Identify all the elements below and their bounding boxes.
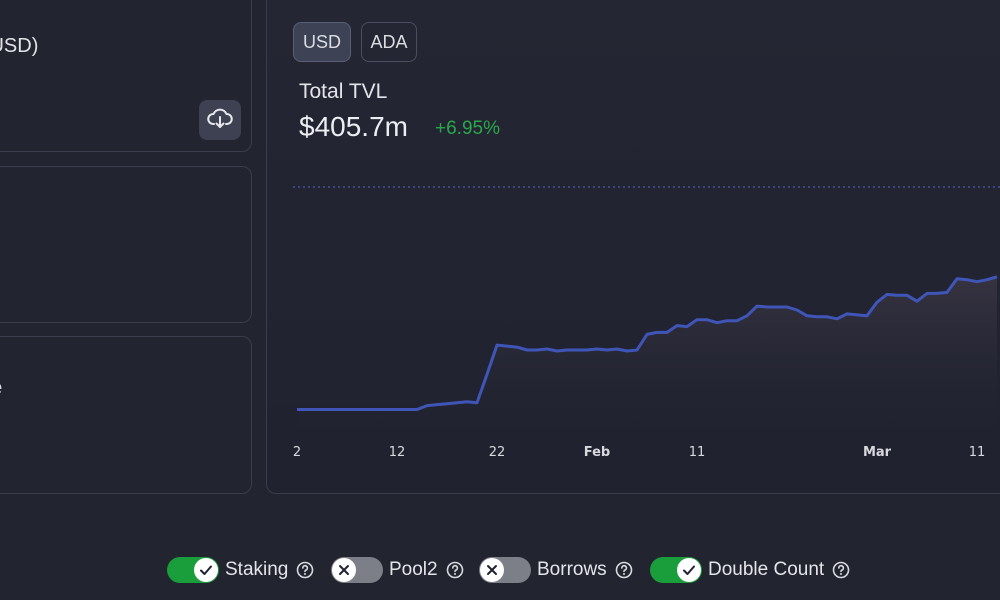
x-tick-label: Feb: [584, 445, 610, 460]
total-tvl-label: Total TVL: [299, 80, 388, 103]
cloud-download-icon: [207, 106, 233, 135]
tvl-card-title: ed (USD): [0, 35, 39, 57]
double-count-switch[interactable]: [650, 557, 702, 583]
tvl-chart: 2 12 22 Feb 11 Mar 11: [293, 186, 1000, 460]
x-icon: [480, 558, 504, 582]
pool2-switch[interactable]: [331, 557, 383, 583]
pool2-label: Pool2: [389, 559, 438, 580]
borrows-switch[interactable]: [479, 557, 531, 583]
total-tvl-value: $405.7m: [299, 111, 408, 142]
help-icon[interactable]: [615, 561, 633, 579]
x-icon: [332, 558, 356, 582]
option-borrows[interactable]: Borrows: [479, 556, 633, 584]
option-pool2[interactable]: Pool2: [331, 556, 464, 584]
borrows-label: Borrows: [537, 559, 607, 580]
secondary-card-title: nce: [0, 377, 2, 400]
option-staking[interactable]: Staking: [167, 556, 314, 584]
check-icon: [677, 558, 701, 582]
x-tick-label: 2: [293, 445, 301, 460]
x-tick-label: 12: [389, 445, 406, 460]
x-tick-label: 11: [689, 445, 706, 460]
tvl-line: [297, 275, 998, 411]
ada-button[interactable]: ADA: [361, 22, 417, 62]
total-tvl-change: +6.95%: [435, 118, 500, 139]
secondary-card: [0, 336, 252, 494]
help-icon[interactable]: [446, 561, 464, 579]
x-tick-label: Mar: [863, 445, 892, 460]
double-count-label: Double Count: [708, 559, 825, 580]
staking-label: Staking: [225, 559, 289, 580]
help-icon[interactable]: [832, 561, 850, 579]
x-tick-label: 11: [969, 445, 986, 460]
check-icon: [194, 558, 218, 582]
tvl-area: [297, 276, 997, 431]
download-button[interactable]: [199, 100, 241, 140]
option-double-count[interactable]: Double Count: [650, 556, 850, 584]
staking-switch[interactable]: [167, 557, 219, 583]
info-card: [0, 166, 252, 323]
usd-button[interactable]: USD: [293, 22, 351, 62]
help-icon[interactable]: [296, 561, 314, 579]
x-tick-label: 22: [489, 445, 506, 460]
